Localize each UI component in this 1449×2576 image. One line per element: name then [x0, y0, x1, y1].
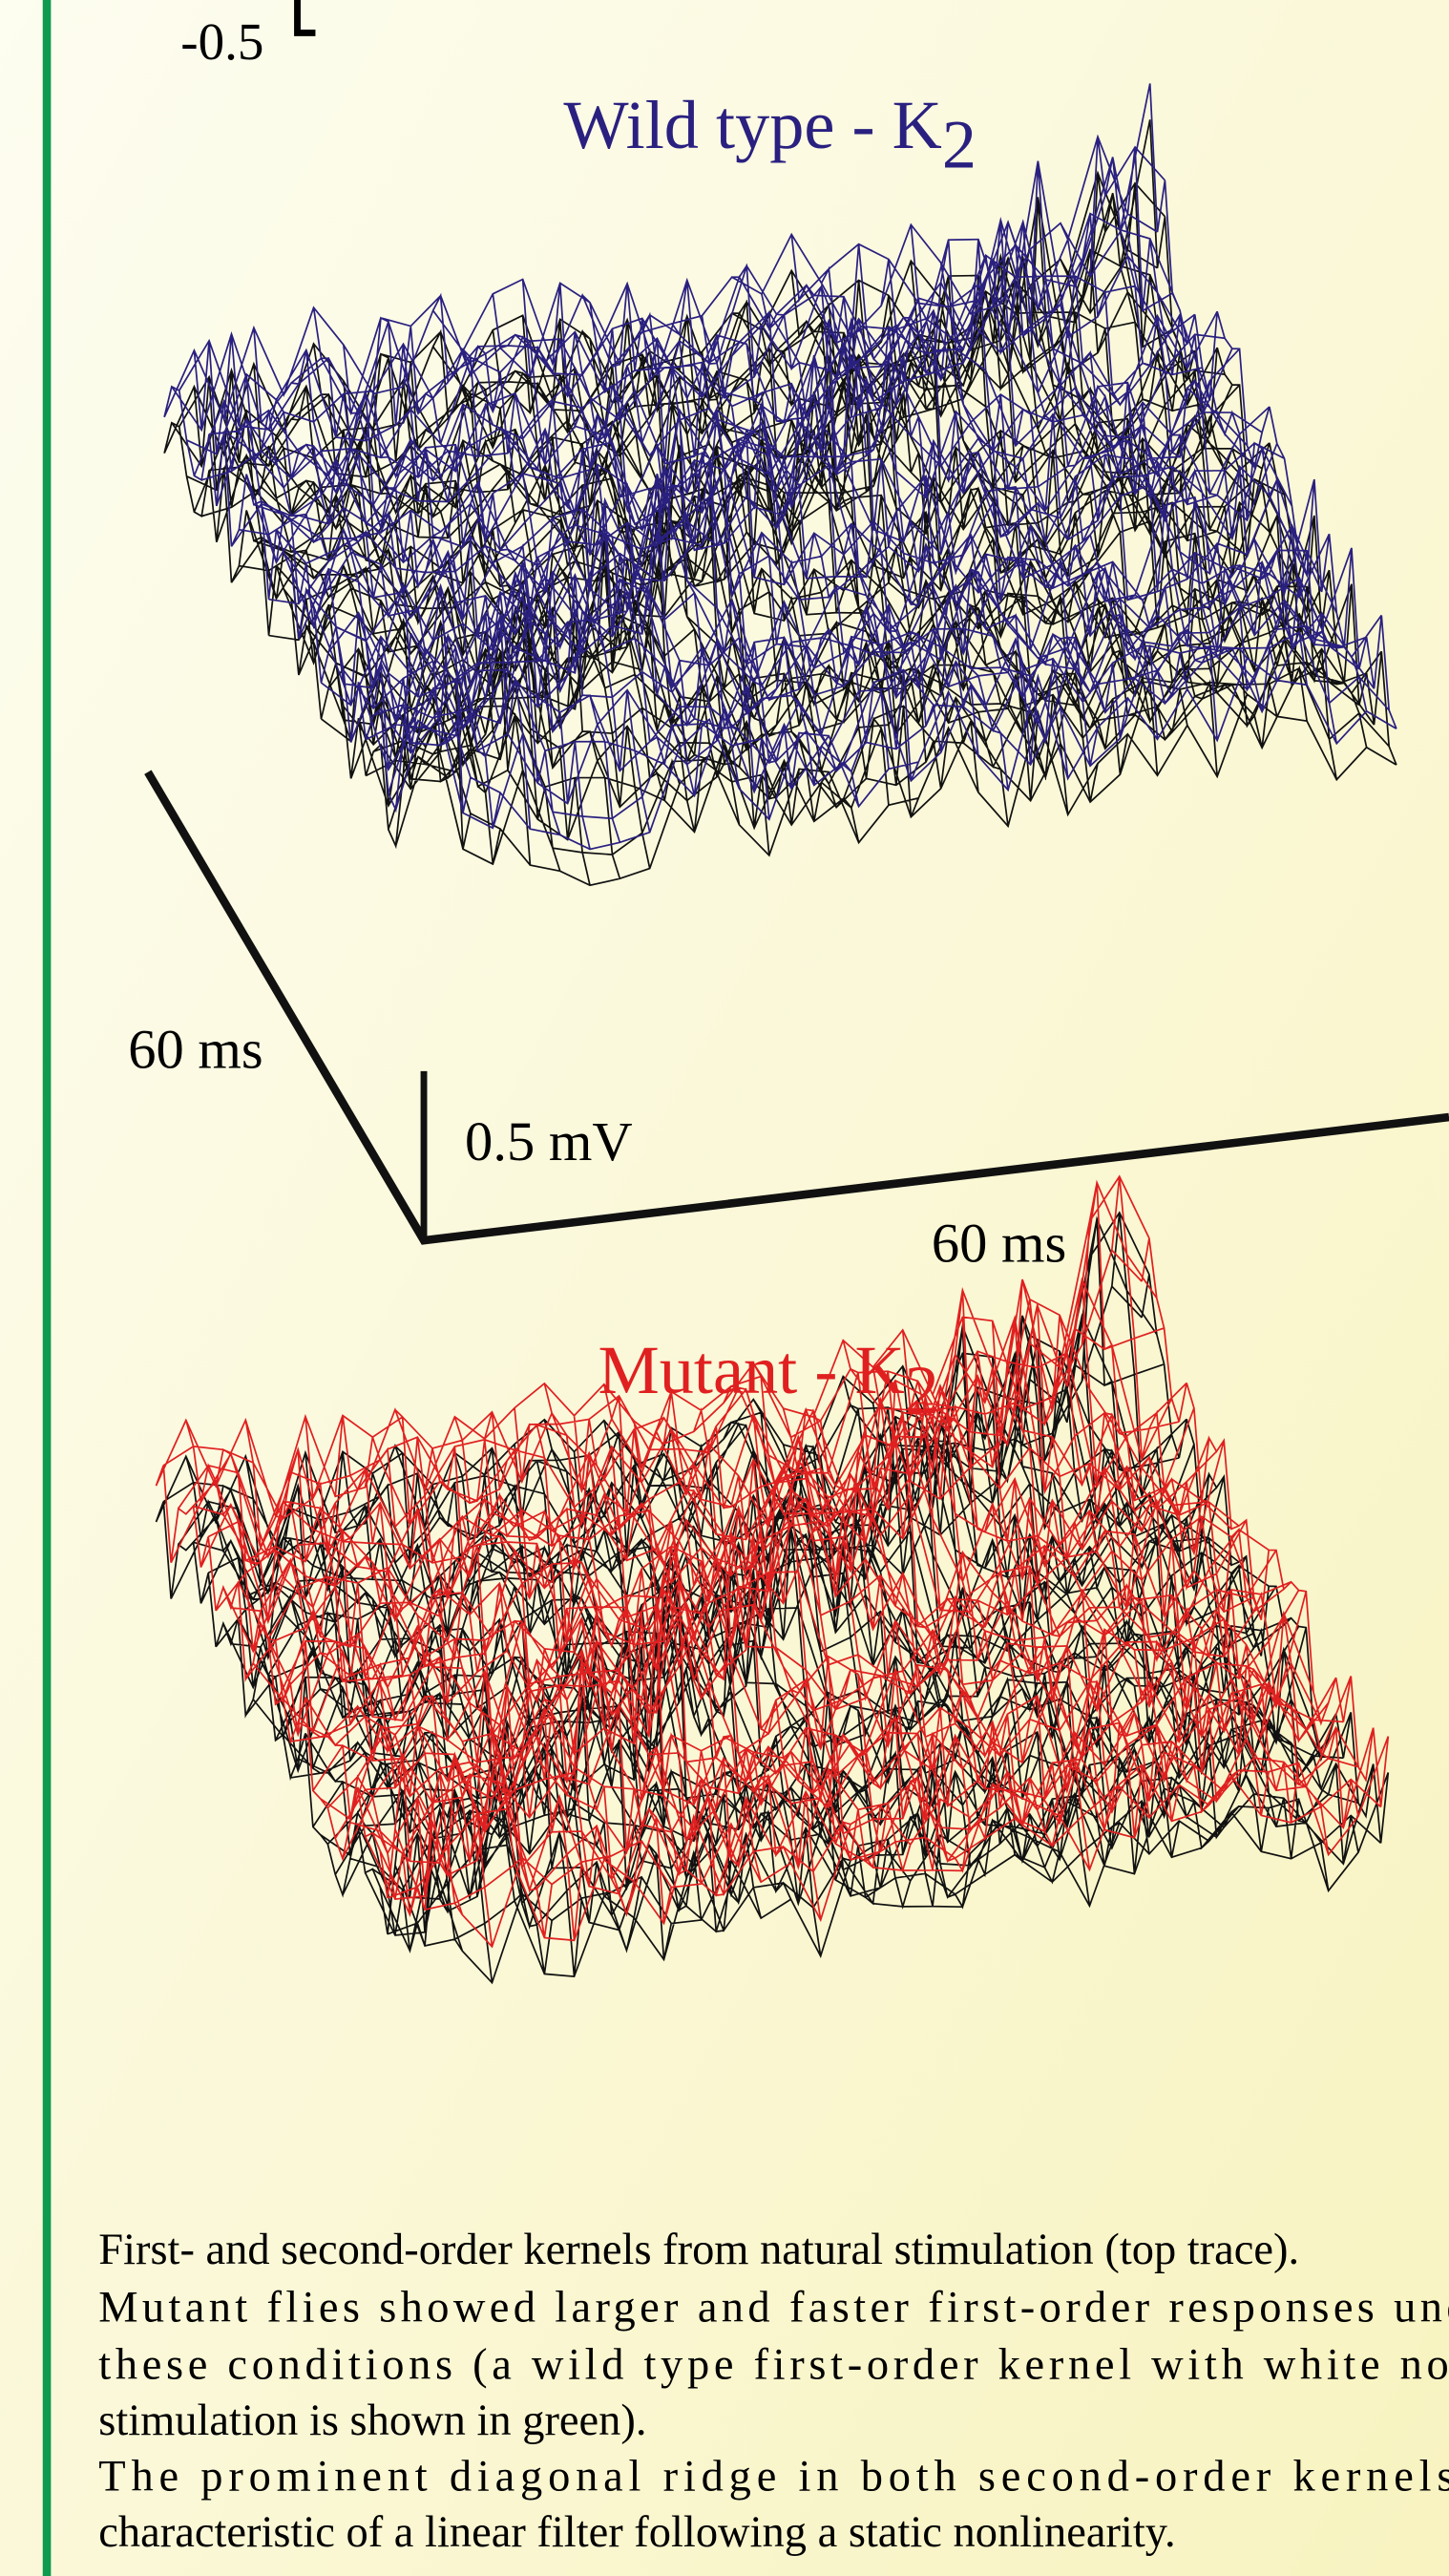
title-text: Mutant - K — [598, 1332, 904, 1408]
depth-label: 60 ms — [128, 1018, 262, 1080]
green-rule — [43, 0, 52, 2576]
voltage-label: 0.5 mV — [465, 1110, 633, 1172]
caption-line: The prominent diagonal ridge in both sec… — [98, 2453, 1449, 2502]
caption-line: stimulation is shown in green). — [98, 2397, 646, 2445]
scale-label: -0.5 — [180, 12, 263, 71]
title-text: Wild type - K — [563, 87, 942, 163]
caption-line: characteristic of a linear filter follow… — [98, 2508, 1175, 2557]
caption-line: First- and second-order kernels from nat… — [98, 2226, 1299, 2274]
poster: -0.5 Wild type - K2 60 ms 0.5 mV 60 ms M… — [0, 0, 1449, 2576]
page: {"scale_label": "-0.5", "wild_type": {"t… — [0, 0, 1449, 2576]
subscript: 2 — [942, 107, 976, 183]
time-label: 60 ms — [932, 1212, 1066, 1274]
